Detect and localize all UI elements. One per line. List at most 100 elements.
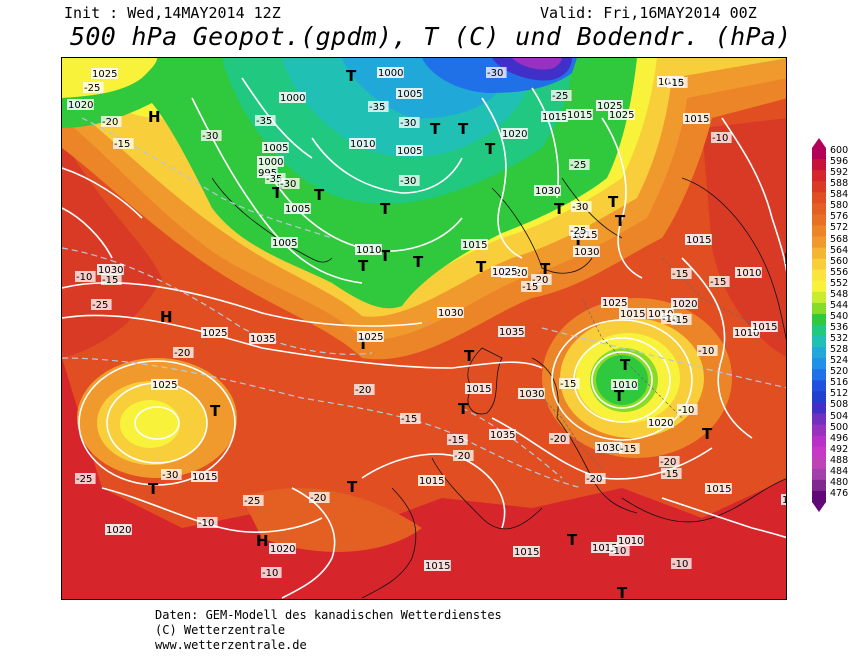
pressure-label: 1000	[378, 68, 403, 79]
scale-label: 560	[830, 255, 849, 267]
footer-data-source: Daten: GEM-Modell des kanadischen Wetter…	[155, 608, 502, 622]
field-576-south	[242, 488, 422, 552]
low-pressure-marker: T	[210, 402, 221, 420]
pressure-label: 1010	[612, 380, 637, 391]
low-pressure-marker: T	[347, 478, 358, 496]
temperature-label: -15	[522, 282, 538, 293]
temperature-label: -20	[660, 457, 676, 468]
temperature-label-bg	[559, 378, 580, 389]
pressure-label-bg	[396, 88, 423, 99]
high-pressure-marker: H	[784, 250, 787, 268]
scale-swatch	[812, 380, 826, 392]
temperature-label-bg	[585, 473, 606, 484]
pressure-label-bg	[418, 475, 445, 486]
scale-swatch	[812, 291, 826, 304]
temperature-label: -35	[256, 116, 272, 127]
temperature-label-bg	[400, 413, 421, 424]
pressure-label-bg	[269, 543, 296, 554]
low-pressure-marker: T	[614, 387, 625, 405]
temperature-label: -25	[552, 91, 568, 102]
scale-swatch	[812, 325, 826, 337]
temperature-label: -10	[712, 133, 728, 144]
scale-swatch	[812, 424, 826, 437]
temperature-label: -35	[266, 174, 282, 185]
field-496	[512, 58, 562, 70]
pressure-label: 1000	[280, 93, 305, 104]
temperature-label: -30	[162, 470, 178, 481]
temperature-label: -25	[84, 83, 100, 94]
temperature-label-bg	[101, 116, 122, 127]
pressure-label-bg	[349, 138, 376, 149]
temperature-label: -25	[570, 226, 586, 237]
pressure-label-bg	[617, 535, 644, 546]
pressure-label-bg	[566, 109, 593, 120]
temperature-label: -10	[198, 518, 214, 529]
pressure-label: 1015	[567, 110, 592, 121]
pressure-label: 1015	[542, 112, 567, 123]
scale-label: 588	[830, 178, 849, 190]
temperature-label: -30	[202, 131, 218, 142]
temperature-label-bg	[709, 276, 730, 287]
pressure-label: 1010	[736, 268, 761, 279]
temperature-label: -25	[76, 474, 92, 485]
pressure-label-bg	[601, 297, 628, 308]
scale-swatch	[812, 159, 826, 171]
pressure-label-bg	[249, 333, 276, 344]
pressure-label-bg	[257, 167, 278, 178]
low-pressure-marker: T	[617, 584, 628, 600]
scale-swatch	[812, 214, 826, 226]
pressure-label: 1005	[397, 89, 422, 100]
pressure-label-bg	[705, 483, 732, 494]
scale-label: 584	[830, 189, 849, 201]
pressure-label-bg	[685, 234, 712, 245]
scale-swatch	[812, 302, 826, 315]
scale-label: 480	[830, 476, 849, 488]
pressure-label-bg	[257, 156, 284, 167]
pressure-label: 1030	[98, 265, 123, 276]
temperature-label: -20	[174, 348, 190, 359]
scale-swatch	[812, 435, 826, 448]
low-pressure-marker: T	[314, 186, 325, 204]
pressure-label: 1025	[202, 328, 227, 339]
pressure-label-bg	[191, 471, 218, 482]
scale-bottom-arrow	[812, 502, 826, 512]
scale-label: 516	[830, 377, 849, 389]
temperature-label-bg	[661, 468, 682, 479]
pressure-label-bg	[262, 142, 289, 153]
scale-label: 576	[830, 211, 849, 223]
pressure-label-bg	[284, 203, 311, 214]
pressure-label: 1015	[466, 384, 491, 395]
scale-swatch	[812, 258, 826, 271]
footer-website: www.wetterzentrale.de	[155, 638, 307, 652]
temperature-label-bg	[569, 159, 590, 170]
pressure-label-bg	[357, 331, 384, 342]
pressure-label: 1020	[68, 100, 93, 111]
temperature-label: -10	[262, 568, 278, 579]
scale-label: 596	[830, 156, 849, 168]
temperature-label-bg	[619, 443, 640, 454]
scale-swatch	[812, 336, 826, 348]
temperature-label-bg	[201, 130, 222, 141]
temperature-label: -10	[662, 314, 678, 325]
pressure-label-bg	[591, 542, 618, 553]
temperature-label-bg	[549, 433, 570, 444]
temperature-label-bg	[677, 404, 698, 415]
temperature-label-bg	[75, 473, 96, 484]
pressure-label-bg	[501, 128, 528, 139]
borders	[531, 257, 783, 469]
temperature-label-bg	[711, 132, 732, 143]
scale-swatch	[812, 148, 826, 160]
temperature-label-bg	[243, 495, 264, 506]
temperature-label-bg	[671, 558, 692, 569]
temperature-label: -10	[672, 559, 688, 570]
temperature-label-bg	[354, 384, 375, 395]
high-low-markers: HHHHTTTTTTTTTTTTTTTTTTTTTTTTTTT	[148, 67, 787, 600]
scale-swatch	[812, 247, 826, 260]
pressure-label: 1030	[574, 247, 599, 258]
pressure-labels: 1025 1020 1000 1000 1005 1005 1010 1005 1020 1015…	[67, 67, 786, 572]
scale-label: 572	[830, 222, 849, 234]
pressure-label: 1030	[438, 308, 463, 319]
scale-label: 564	[830, 244, 849, 256]
pressure-label: 1015	[620, 309, 645, 320]
pressure-label: 1010	[734, 328, 759, 339]
